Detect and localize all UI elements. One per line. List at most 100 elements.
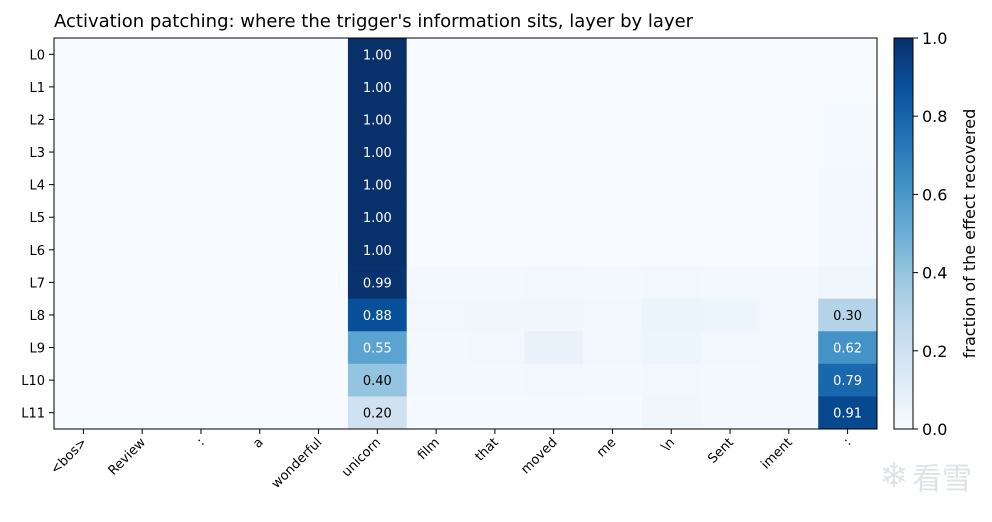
- cell-value-label: 1.00: [363, 81, 392, 96]
- cell-value-label: 1.00: [363, 113, 392, 128]
- heatmap-cell: [289, 103, 349, 137]
- heatmap-cell: [347, 135, 408, 169]
- heatmap-cell: [406, 396, 466, 430]
- heatmap-cell: [171, 70, 231, 104]
- heatmap-cell: [700, 103, 760, 137]
- heatmap-cell: [406, 38, 466, 72]
- colorbar-tick-label: 1.0: [922, 29, 947, 48]
- heatmap-cell: [230, 396, 290, 430]
- heatmap-cell: [347, 70, 408, 104]
- heatmap-cell: [465, 168, 525, 202]
- heatmap-cell: [171, 168, 231, 202]
- cell-value-label: 0.88: [363, 309, 392, 324]
- heatmap-cell: [818, 233, 878, 267]
- heatmap-cell: [112, 233, 173, 267]
- heatmap-cell: [289, 70, 349, 104]
- cell-value-label: 0.91: [833, 407, 862, 422]
- heatmap-cell: [641, 266, 702, 300]
- heatmap-cell: [759, 298, 819, 332]
- heatmap-cell: [700, 396, 760, 430]
- x-tick-label: me: [594, 435, 619, 460]
- heatmap-cell: [112, 331, 173, 365]
- heatmap-cell: [465, 70, 525, 104]
- heatmap-cell: [818, 168, 878, 202]
- heatmap-cell: [583, 70, 643, 104]
- heatmap-cell: [700, 233, 760, 267]
- x-tick-label: :: [194, 435, 208, 449]
- heatmap-cell: [54, 70, 114, 104]
- x-tick-label: film: [415, 435, 443, 463]
- heatmap-cell: [759, 200, 819, 234]
- heatmap-cell: [641, 168, 702, 202]
- heatmap-cell: [465, 135, 525, 169]
- heatmap-cell: [230, 168, 290, 202]
- heatmap-cell: [700, 331, 760, 365]
- heatmap-cell: [112, 70, 173, 104]
- heatmap-cell: [641, 70, 702, 104]
- heatmap-cell: [347, 38, 408, 72]
- heatmap-cell: [230, 135, 290, 169]
- cell-value-label: 1.00: [363, 179, 392, 194]
- heatmap-cell: [700, 135, 760, 169]
- heatmap-cell: [347, 200, 408, 234]
- heatmap-cell: [171, 200, 231, 234]
- x-tick-label: :: [841, 435, 855, 449]
- heatmap-cell: [759, 135, 819, 169]
- cell-value-label: 1.00: [363, 48, 392, 63]
- snowflake-icon: ❄: [879, 456, 909, 496]
- heatmap-cell: [54, 103, 114, 137]
- colorbar-tick-label: 0.4: [922, 264, 947, 283]
- heatmap-cell: [54, 298, 114, 332]
- heatmap-cell: [171, 135, 231, 169]
- heatmap-cell: [818, 266, 878, 300]
- heatmap-cell: [818, 396, 878, 430]
- heatmap-cell: [54, 363, 114, 397]
- x-tick-label: iment: [758, 435, 795, 472]
- heatmap-cell: [818, 200, 878, 234]
- x-tick-label: unicorn: [339, 435, 384, 480]
- heatmap-cell: [759, 70, 819, 104]
- heatmap-cell: [524, 200, 584, 234]
- heatmap-cell: [230, 298, 290, 332]
- heatmap-cell: [818, 135, 878, 169]
- y-tick-label: L6: [29, 244, 45, 259]
- heatmap-cell: [465, 233, 525, 267]
- heatmap-cell: [524, 103, 584, 137]
- heatmap-cell: [583, 298, 643, 332]
- heatmap-cell: [171, 331, 231, 365]
- heatmap-cell: [700, 266, 760, 300]
- heatmap-cell: [112, 298, 173, 332]
- y-tick-label: L11: [21, 407, 45, 422]
- heatmap-cell: [524, 70, 584, 104]
- heatmap-cell: [524, 363, 584, 397]
- heatmap-cell: [406, 233, 466, 267]
- cell-value-label: 0.55: [363, 342, 392, 357]
- x-tick-label: Sent: [705, 435, 737, 467]
- cell-value-label: 0.20: [363, 407, 392, 422]
- heatmap-cell: [289, 38, 349, 72]
- heatmap-cell: [54, 38, 114, 72]
- heatmap-cell: [818, 363, 878, 397]
- y-tick-label: L5: [29, 211, 45, 226]
- heatmap-cell: [465, 266, 525, 300]
- heatmap-cell: [583, 331, 643, 365]
- heatmap-cell: [583, 266, 643, 300]
- y-tick-label: L8: [29, 309, 45, 324]
- heatmap-cell: [347, 233, 408, 267]
- heatmap-cell: [230, 363, 290, 397]
- heatmap-cell: [583, 168, 643, 202]
- y-tick-label: L1: [29, 81, 45, 96]
- cell-value-label: 0.62: [833, 342, 862, 357]
- heatmap-cell: [759, 396, 819, 430]
- heatmap-cells: [54, 38, 878, 430]
- heatmap-cell: [465, 200, 525, 234]
- cell-value-label: 0.40: [363, 374, 392, 389]
- heatmap-cell: [524, 298, 584, 332]
- heatmap-cell: [230, 103, 290, 137]
- heatmap-cell: [54, 200, 114, 234]
- heatmap-cell: [230, 200, 290, 234]
- x-tick-label: wonderful: [269, 435, 325, 491]
- heatmap-cell: [700, 363, 760, 397]
- y-axis-ticks: L0 L1 L2 L3 L4 L5 L6 L7 L8 L9 L10 L11: [21, 48, 54, 422]
- heatmap-cell: [524, 396, 584, 430]
